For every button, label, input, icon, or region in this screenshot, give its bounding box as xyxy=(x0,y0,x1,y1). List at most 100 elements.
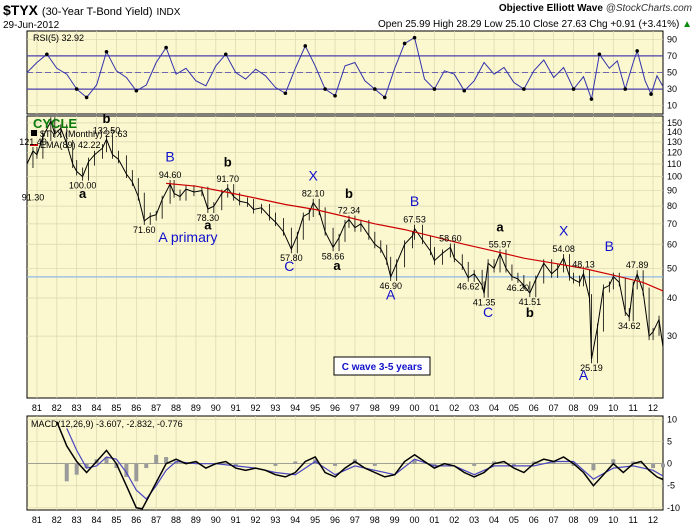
x-tick-label-bottom: 84 xyxy=(92,515,102,525)
x-tick-label-bottom: 01 xyxy=(429,515,439,525)
annotation-text: C wave 3-5 years xyxy=(342,362,423,373)
x-tick-label: 08 xyxy=(569,403,579,413)
x-tick-label: 09 xyxy=(588,403,598,413)
rsi-extreme-marker xyxy=(323,87,327,91)
x-tick-label-bottom: 83 xyxy=(72,515,82,525)
rsi-tick-label: 10 xyxy=(667,101,677,111)
macd-histogram-bar xyxy=(193,461,198,464)
wave-label: b xyxy=(224,154,232,169)
price-point-label: 46.20 xyxy=(507,283,530,293)
x-tick-label-bottom: 06 xyxy=(529,515,539,525)
rsi-tick-label: 50 xyxy=(667,68,677,78)
credit-line: Objective Elliott Wave @StockCharts.com xyxy=(499,3,692,14)
x-tick-label: 85 xyxy=(111,403,121,413)
macd-histogram-bar xyxy=(511,463,516,466)
exchange: INDX xyxy=(156,7,181,18)
wave-label: X xyxy=(309,168,319,184)
macd-histogram-bar xyxy=(64,463,69,482)
x-tick-label: 90 xyxy=(211,403,221,413)
price-point-label: 46.90 xyxy=(379,281,402,291)
credit-author: Objective Elliott Wave xyxy=(498,3,603,14)
x-tick-label: 05 xyxy=(509,403,519,413)
x-tick-label-bottom: 90 xyxy=(211,515,221,525)
x-tick-label: 82 xyxy=(52,403,62,413)
price-point-label: 100.00 xyxy=(69,181,97,191)
wave-label: a xyxy=(496,220,504,235)
price-tick-label: 140 xyxy=(667,127,682,137)
price-panel xyxy=(26,115,664,399)
macd-histogram-bar xyxy=(104,457,109,464)
wave-label: B xyxy=(410,193,419,209)
x-tick-label: 94 xyxy=(290,403,300,413)
macd-histogram-bar xyxy=(84,463,89,469)
rsi-extreme-marker xyxy=(74,87,79,91)
price-tick-label: 100 xyxy=(667,172,682,182)
macd-histogram-bar xyxy=(531,461,536,464)
macd-histogram-bar xyxy=(611,459,616,464)
x-tick-label-bottom: 87 xyxy=(151,515,161,525)
macd-histogram-bar xyxy=(472,463,477,466)
price-tick-label: 60 xyxy=(667,239,677,249)
x-tick-label-bottom: 93 xyxy=(270,515,280,525)
wave-label: B xyxy=(605,238,614,254)
x-tick-label: 07 xyxy=(549,403,559,413)
rsi-tick-label: 90 xyxy=(667,34,677,44)
macd-histogram-bar xyxy=(333,463,338,466)
rsi-extreme-marker xyxy=(104,49,109,54)
rsi-extreme-marker xyxy=(635,49,639,53)
macd-histogram-bar xyxy=(154,454,159,464)
rsi-extreme-marker xyxy=(333,93,337,98)
price-point-label: 48.13 xyxy=(572,259,595,269)
rsi-extreme-marker xyxy=(223,52,228,57)
rsi-legend: RSI(5) 32.92 xyxy=(33,33,84,43)
x-tick-label-bottom: 94 xyxy=(290,515,300,525)
x-tick-label: 95 xyxy=(310,403,320,413)
x-tick-label-bottom: 81 xyxy=(32,515,42,525)
price-point-label: 91.30 xyxy=(22,193,45,203)
price-point-label: 82.10 xyxy=(302,189,325,199)
rsi-tick-label: 30 xyxy=(667,84,677,94)
macd-histogram-bar xyxy=(571,463,576,466)
wave-label: a xyxy=(79,186,87,201)
macd-histogram-bar xyxy=(372,463,377,466)
x-tick-label: 86 xyxy=(131,403,141,413)
x-tick-label-bottom: 00 xyxy=(410,515,420,525)
annotation-box xyxy=(333,356,431,376)
x-tick-label: 12 xyxy=(648,403,658,413)
x-tick-label: 99 xyxy=(390,403,400,413)
rsi-extreme-marker xyxy=(283,91,288,96)
x-tick-label: 10 xyxy=(608,403,618,413)
symbol-name: (30-Year T-Bond Yield) xyxy=(41,6,153,18)
macd-histogram-bar xyxy=(74,463,79,475)
x-tick-label-bottom: 88 xyxy=(171,515,181,525)
wave-label: C xyxy=(483,304,493,320)
price-tick-label: 30 xyxy=(667,331,677,341)
price-tick-label: 70 xyxy=(667,219,677,229)
price-point-label: 25.19 xyxy=(580,363,603,373)
macd-histogram-bar xyxy=(174,461,179,464)
price-point-label: 57.80 xyxy=(280,253,303,263)
x-tick-label-bottom: 12 xyxy=(648,515,658,525)
macd-tick-label: -10 xyxy=(667,503,680,513)
wave-label: C xyxy=(284,258,294,274)
macd-histogram-bar xyxy=(412,459,417,464)
macd-tick-label: 5 xyxy=(667,437,672,447)
x-tick-label-bottom: 02 xyxy=(449,515,459,525)
wave-label: b xyxy=(526,305,534,320)
price-point-label: 34.62 xyxy=(618,321,641,331)
x-tick-label-bottom: 86 xyxy=(131,515,141,525)
wave-label: b xyxy=(345,186,353,201)
price-point-label: 72.34 xyxy=(338,205,361,215)
x-tick-label: 81 xyxy=(32,403,42,413)
x-tick-label-bottom: 85 xyxy=(111,515,121,525)
x-tick-label: 00 xyxy=(410,403,420,413)
rsi-extreme-marker xyxy=(164,45,168,50)
wave-label: a xyxy=(333,258,341,273)
price-point-label: 41.51 xyxy=(519,297,542,307)
up-arrow-icon: ▲ xyxy=(682,19,692,30)
x-tick-label: 83 xyxy=(72,403,82,413)
price-point-label: 58.66 xyxy=(322,251,345,261)
price-point-label: 41.35 xyxy=(473,298,496,308)
x-tick-label: 92 xyxy=(251,403,261,413)
macd-histogram-bar xyxy=(124,463,129,477)
